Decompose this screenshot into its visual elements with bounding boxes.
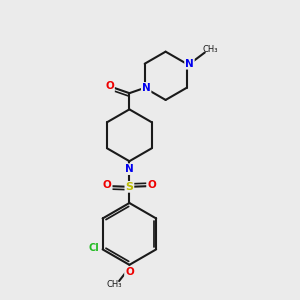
Text: O: O <box>125 267 134 277</box>
Text: O: O <box>147 180 156 190</box>
Text: N: N <box>125 164 134 174</box>
Text: O: O <box>105 81 114 92</box>
Text: S: S <box>125 182 134 192</box>
Text: N: N <box>142 83 151 93</box>
Text: CH₃: CH₃ <box>202 45 218 54</box>
Text: O: O <box>103 180 112 190</box>
Text: N: N <box>185 59 194 69</box>
Text: Cl: Cl <box>89 243 100 253</box>
Text: CH₃: CH₃ <box>106 280 122 290</box>
